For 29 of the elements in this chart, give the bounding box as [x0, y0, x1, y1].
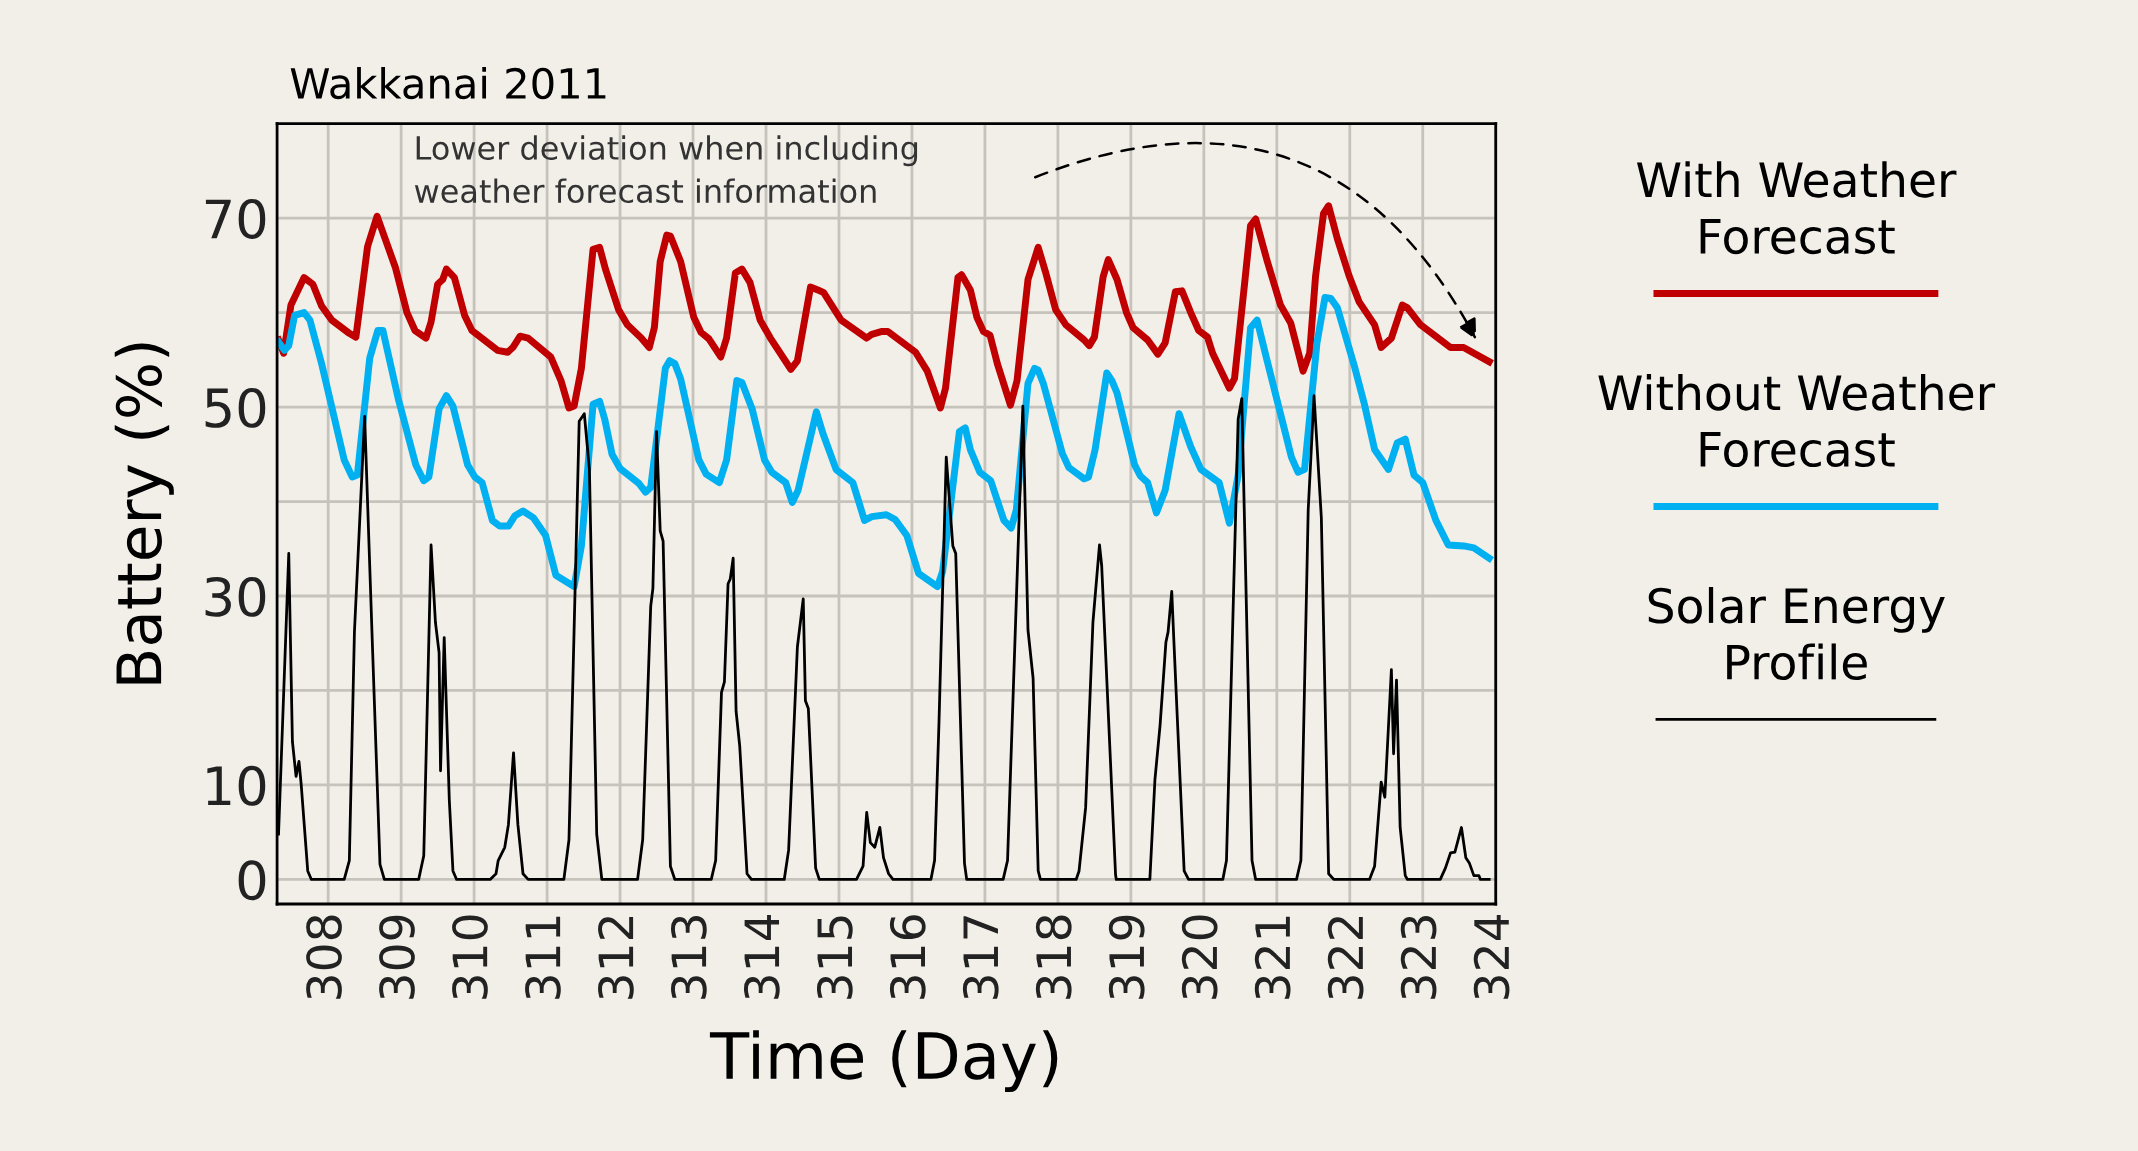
y-tick-label: 10: [207, 765, 266, 806]
x-tick-label: 318: [1035, 915, 1072, 999]
text: Solar Energy Profile: [1648, 587, 1945, 681]
text: Without Weather Forecast: [1598, 374, 1996, 468]
x-tick-label: 308: [306, 915, 342, 999]
y-axis-title: Battery (%): [114, 343, 174, 684]
x-tick-label: 317: [962, 916, 999, 999]
x-tick-label: 310: [452, 915, 488, 999]
annotation: Lower deviation when including weather forecast information: [414, 135, 918, 204]
text: With Weather Forecast: [1636, 161, 1957, 255]
y-tick-label: 70: [205, 198, 266, 239]
x-tick-label: 316: [889, 915, 926, 999]
y-tick-label: 0: [238, 860, 266, 901]
x-tick-label: 312: [598, 917, 634, 999]
x-tick-label: 311: [525, 916, 561, 999]
x-tick-label: 309: [379, 915, 415, 999]
x-tick-label: 323: [1400, 916, 1437, 999]
y-tick-label: 50: [205, 387, 266, 428]
x-tick-label: 320: [1181, 915, 1218, 999]
y-tick-label: 30: [205, 576, 266, 617]
x-tick-label: 315: [816, 916, 853, 999]
x-tick-label: 319: [1108, 915, 1145, 999]
chart-title: Wakkanai 2011: [290, 66, 606, 100]
x-tick-label: 322: [1327, 917, 1364, 999]
x-tick-label: 324: [1473, 914, 1510, 999]
x-tick-label: 314: [743, 914, 780, 999]
x-tick-label: 313: [671, 916, 707, 999]
x-tick-label: 321: [1254, 916, 1291, 999]
x-axis-title: Time (Day): [709, 1030, 1058, 1093]
